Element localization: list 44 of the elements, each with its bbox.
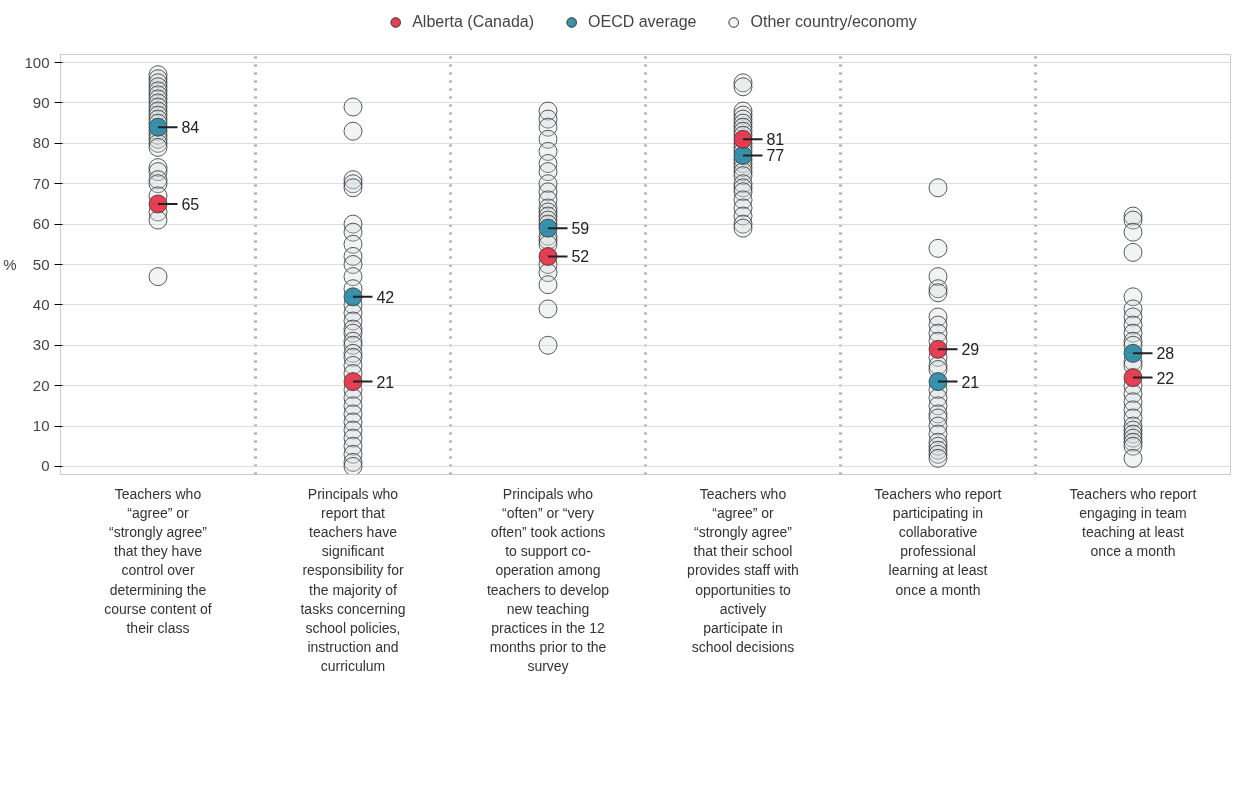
point <box>733 129 753 149</box>
category-label: Principals who “often” or “very often” took actions to support co-operation among teachers to develop new teaching practices in the 12 months prior to the survey <box>486 485 610 675</box>
y-tick-label: 10 <box>32 417 50 435</box>
point <box>148 117 168 137</box>
y-tick-label: 30 <box>32 336 50 354</box>
y-tick-label: 0 <box>41 457 50 475</box>
x-tick-label: Teachers who report engaging in team teaching at least once a month <box>1069 485 1197 560</box>
category-label: Principals who report that teachers have significant responsibility for the majority of tasks concerning school policies, instruction and curriculum <box>300 485 406 675</box>
data-label: 65 <box>181 195 200 213</box>
x-tick-label: Teachers who report participating in collaborative professional learning at least once a month <box>874 485 1002 598</box>
data-label: 59 <box>571 220 590 238</box>
point <box>1123 343 1143 363</box>
data-label: 21 <box>376 373 395 391</box>
data-label: 21 <box>961 373 980 391</box>
legend-label: Alberta (Canada) <box>412 13 535 31</box>
data-label: 81 <box>766 131 785 149</box>
y-tick-label: 100 <box>24 53 50 71</box>
x-tick-label: Teachers who “agree” or “strongly agree” that they have control over determining the course content of their class <box>104 485 212 636</box>
data-label: 52 <box>571 248 590 266</box>
y-tick-label: 70 <box>32 174 50 192</box>
y-tick-label: 40 <box>32 295 50 313</box>
point <box>538 246 558 266</box>
point <box>538 218 558 238</box>
data-label: 28 <box>1156 345 1175 363</box>
data-label: 77 <box>766 147 785 165</box>
data-label: 29 <box>961 341 980 359</box>
point <box>928 372 948 392</box>
point <box>928 339 948 359</box>
point <box>343 287 363 307</box>
legend-label: OECD average <box>588 13 697 31</box>
y-axis-title: % <box>3 256 17 273</box>
legend-label: Other country/economy <box>750 13 917 31</box>
point <box>148 194 168 214</box>
category-label: Teachers who “agree” or “strongly agree” that their school provides staff with opportunities to actively participate in school decisions <box>687 485 799 656</box>
data-label: 84 <box>181 119 200 137</box>
y-tick-label: 20 <box>32 376 50 394</box>
y-tick-label: 90 <box>32 93 50 111</box>
y-tick-label: 60 <box>32 215 50 233</box>
point <box>1123 368 1143 388</box>
y-tick-label: 50 <box>32 255 50 273</box>
data-label: 22 <box>1156 369 1175 387</box>
data-label: 42 <box>376 288 395 306</box>
point <box>343 372 363 392</box>
y-tick-label: 80 <box>32 134 50 152</box>
